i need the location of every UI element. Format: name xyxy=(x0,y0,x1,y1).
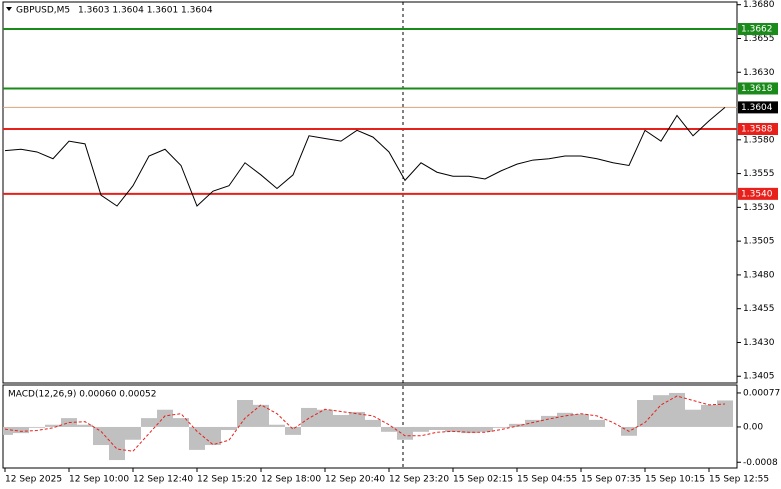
y-tick-label: 1.3430 xyxy=(743,338,775,348)
macd-bar xyxy=(333,415,349,427)
x-tick-label: 12 Sep 10:00 xyxy=(69,475,129,485)
macd-bar xyxy=(429,426,445,431)
y-tick-label: 1.3630 xyxy=(743,68,775,78)
macd-bar xyxy=(205,426,221,446)
macd-bar xyxy=(285,426,301,435)
macd-bar xyxy=(509,423,525,427)
macd-bar xyxy=(477,426,493,432)
macd-bar xyxy=(365,419,381,427)
x-tick-label: 12 Sep 20:40 xyxy=(325,475,385,485)
level-label: 1.3662 xyxy=(741,25,773,35)
level-badge xyxy=(738,123,778,135)
macd-bar xyxy=(349,411,365,427)
ohlc: 1.3603 1.3604 1.3601 1.3604 xyxy=(78,6,213,16)
macd-plot xyxy=(3,392,733,461)
macd-bar xyxy=(669,392,685,427)
macd-bar xyxy=(93,426,109,446)
y-tick-label: 1.3580 xyxy=(743,135,775,145)
x-tick-label: 15 Sep 12:55 xyxy=(709,475,769,485)
symbol-title: GBPUSD,M5 xyxy=(16,6,70,16)
macd-bar xyxy=(221,426,237,431)
macd-bar xyxy=(637,400,653,427)
macd-bar xyxy=(29,426,45,428)
macd-bar xyxy=(445,426,461,432)
macd-bar xyxy=(589,419,605,427)
macd-bar xyxy=(381,426,397,432)
level-badge xyxy=(738,23,778,36)
signal-line xyxy=(4,395,726,452)
macd-bar xyxy=(493,426,509,428)
y-tick-label: 1.3530 xyxy=(743,203,775,213)
macd-bar xyxy=(109,426,125,461)
macd-bar xyxy=(3,426,13,435)
y-tick-label: 1.3405 xyxy=(743,372,775,382)
price-plot xyxy=(3,28,737,207)
y-tick-label: 1.3455 xyxy=(743,304,775,314)
macd-bar xyxy=(237,400,253,427)
macd-bar xyxy=(157,409,173,427)
x-tick-label: 12 Sep 15:20 xyxy=(197,475,257,485)
price-panel xyxy=(2,1,738,384)
x-tick-label: 15 Sep 02:15 xyxy=(453,475,513,485)
y-tick-label: 1.3655 xyxy=(743,34,775,44)
level-label: 1.3588 xyxy=(741,125,773,135)
y-tick-label: -0.0008 xyxy=(743,458,778,468)
level-label: 1.3618 xyxy=(741,84,773,94)
y-tick-label: 1.3680 xyxy=(743,0,775,10)
menu-arrow xyxy=(6,7,12,11)
x-tick-label: 12 Sep 12:40 xyxy=(133,475,193,485)
axes: 1.3680 1.3655 1.3630 1.3580 1.3555 1.3530 1.35… xyxy=(4,0,780,485)
macd-bar xyxy=(141,418,157,427)
y-tick-label: 1.3505 xyxy=(743,237,775,247)
level-badge xyxy=(738,187,778,200)
macd-bar xyxy=(173,418,189,427)
x-tick-label: 15 Sep 04:55 xyxy=(517,475,577,485)
macd-bar xyxy=(413,426,429,432)
x-tick-label: 15 Sep 07:35 xyxy=(581,475,641,485)
macd-title: MACD(12,26,9) 0.00060 0.00052 xyxy=(8,390,157,400)
macd-bar xyxy=(189,426,205,450)
y-tick-label: 0.00 xyxy=(743,422,763,432)
macd-bar xyxy=(717,400,733,427)
x-tick-label: 12 Sep 23:20 xyxy=(389,475,449,485)
current-label: 1.3604 xyxy=(741,103,773,113)
price-line xyxy=(4,107,726,207)
macd-bar xyxy=(301,407,317,427)
level-label: 1.3540 xyxy=(741,189,773,199)
macd-bar xyxy=(317,409,333,427)
macd-bar xyxy=(253,404,269,427)
x-tick-label: 12 Sep 18:00 xyxy=(261,475,321,485)
macd-bar xyxy=(125,426,141,440)
macd-bar xyxy=(77,424,93,427)
y-tick-label: 1.3480 xyxy=(743,270,775,280)
macd-bar xyxy=(685,409,701,427)
macd-bar xyxy=(13,426,29,434)
macd-bar xyxy=(573,414,589,427)
macd-bar xyxy=(461,426,477,434)
y-tick-label: 0.00077 xyxy=(743,388,780,398)
macd-bar xyxy=(269,424,285,427)
x-tick-label: 12 Sep 2025 xyxy=(5,475,62,485)
macd-bar xyxy=(525,419,541,427)
macd-bar xyxy=(701,404,717,427)
macd-bar xyxy=(45,424,61,427)
level-badge xyxy=(738,82,778,95)
x-tick-label: 15 Sep 10:15 xyxy=(645,475,705,485)
macd-bar xyxy=(397,426,413,440)
macd-bar xyxy=(653,395,669,427)
macd-bar xyxy=(541,415,557,427)
y-tick-label: 1.3555 xyxy=(743,169,775,179)
current-badge xyxy=(738,101,778,114)
